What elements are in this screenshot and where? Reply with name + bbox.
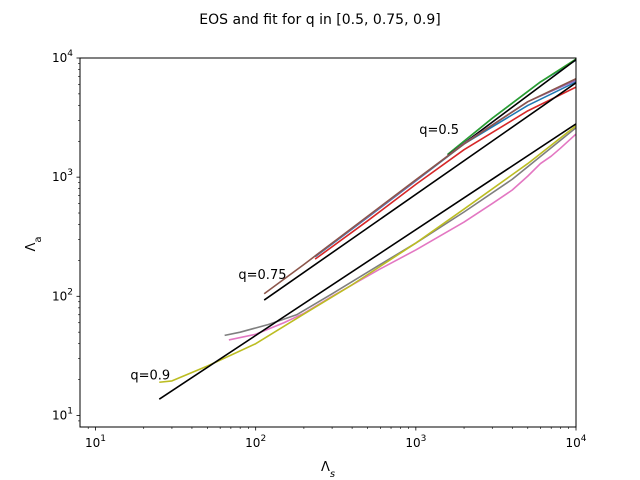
x-tick-exponent: 2 [260,434,266,444]
y-tick-exponent: 3 [67,168,73,178]
x-tick-base: 10 [405,436,420,450]
y-axis-label-sub: a [33,236,44,242]
x-axis-label-sub: s [330,469,335,480]
y-tick-label: 102 [52,287,73,303]
series-line-2 [447,58,576,156]
annotation-label: q=0.5 [419,123,459,138]
y-tick-label: 104 [52,49,73,65]
y-tick-label: 101 [52,406,73,422]
chart-title: EOS and fit for q in [0.5, 0.75, 0.9] [199,12,440,28]
series-line-8 [263,82,576,301]
y-tick-exponent: 2 [67,287,73,297]
plot-frame [79,57,577,428]
y-tick-exponent: 4 [67,49,73,59]
series-line-7 [263,77,576,295]
x-tick-base: 10 [245,436,260,450]
x-axis-label: Λs [321,460,335,480]
x-tick-exponent: 1 [100,434,106,444]
series-line-9 [224,127,576,337]
x-tick-base: 10 [85,436,100,450]
annotation-label: q=0.75 [238,268,286,283]
annotation-label: q=0.9 [130,369,170,384]
series-line-11 [159,125,576,384]
x-tick-label: 103 [405,434,426,450]
series-layer [158,58,576,400]
series-line-6 [314,86,576,260]
x-tick-label: 104 [565,434,586,450]
series-line-12 [158,123,576,400]
y-tick-base: 10 [52,170,67,184]
x-tick-exponent: 3 [421,434,427,444]
y-tick-base: 10 [52,289,67,303]
series-line-10 [228,133,576,341]
x-tick-base: 10 [565,436,580,450]
x-tick-exponent: 4 [581,434,587,444]
x-tick-label: 102 [245,434,266,450]
y-axis-label: Λa [24,236,44,251]
annotations-layer: q=0.5 q=0.75 q=0.9 [130,123,459,384]
y-tick-base: 10 [52,408,67,422]
y-tick-base: 10 [52,51,67,65]
y-tick-label: 103 [52,168,73,184]
x-tick-label: 101 [85,434,106,450]
y-tick-exponent: 1 [67,406,73,416]
